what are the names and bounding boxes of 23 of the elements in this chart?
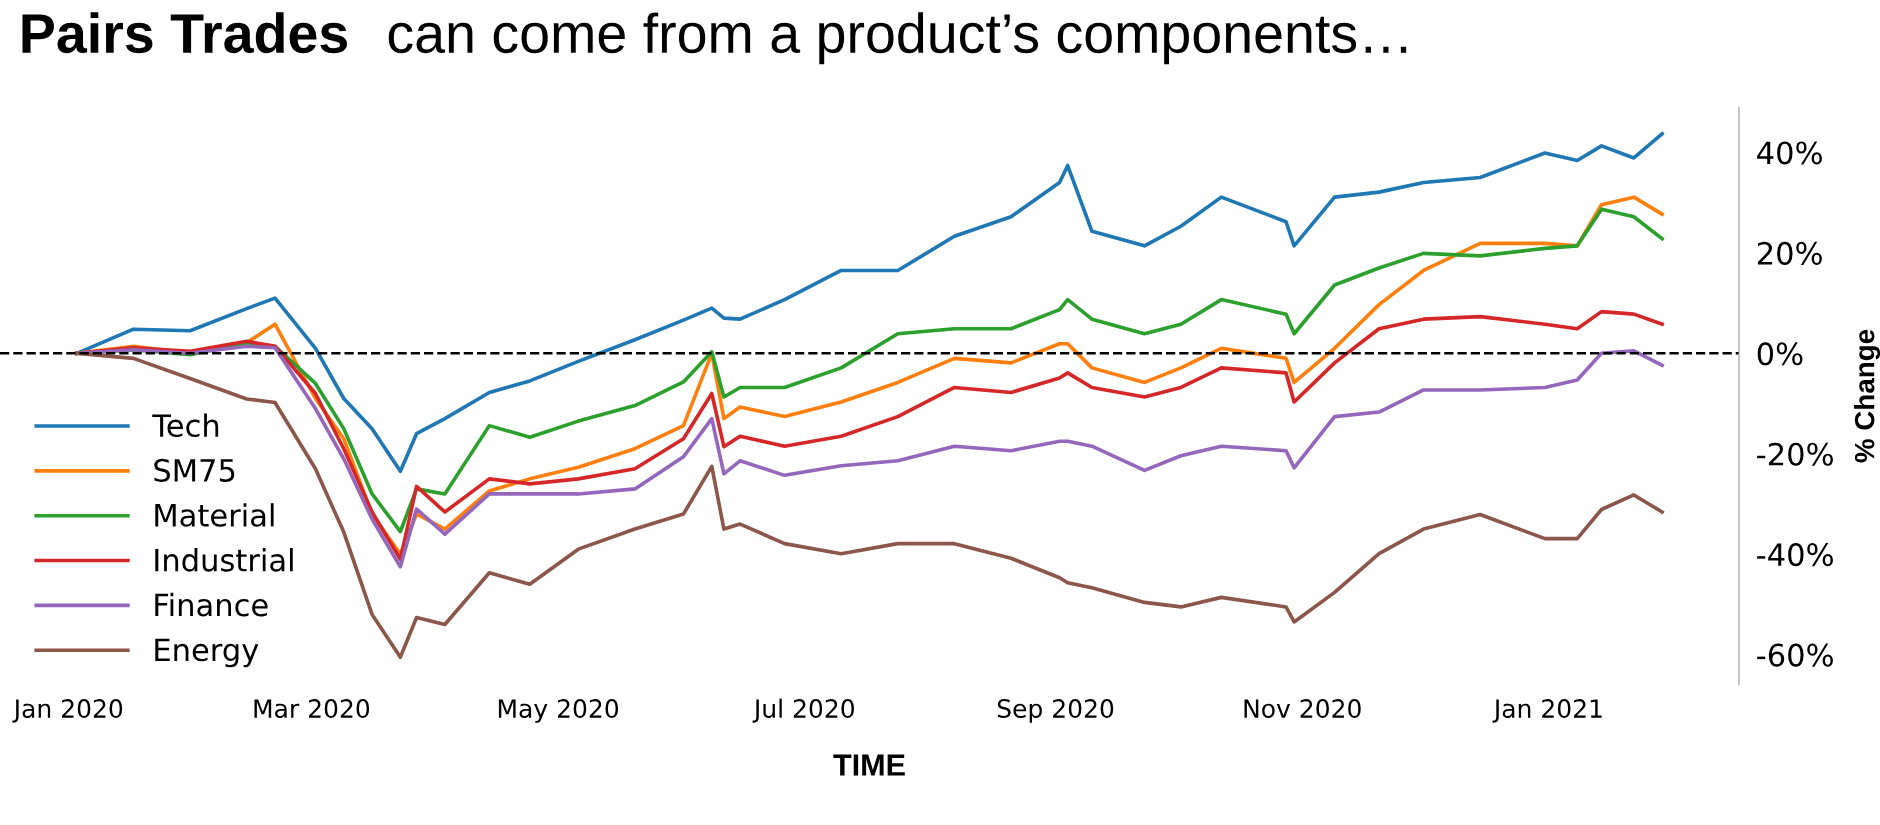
y-tick-label: 20%: [1757, 241, 1822, 265]
x-tick-label: Mar 2020: [254, 699, 370, 718]
legend-label: Energy: [155, 638, 259, 668]
y-tick-label: 0%: [1757, 342, 1803, 366]
legend-label: Finance: [155, 592, 268, 617]
x-tick-label: May 2020: [498, 699, 619, 723]
y-axis-title: % Change: [1854, 329, 1880, 463]
x-tick-label: Jul 2020: [752, 698, 854, 723]
y-tick-label: 40%: [1757, 141, 1822, 165]
legend-label: Tech: [152, 413, 219, 438]
x-tick-label: Jan 2021: [1492, 699, 1602, 723]
legend-label: SM75: [154, 458, 235, 482]
chart-subtitle: can come from a product’s components…: [388, 12, 1407, 65]
y-tick-label: -60%: [1757, 643, 1833, 667]
legend-label: Industrial: [155, 548, 293, 572]
chart-title: Pairs Trades: [22, 12, 347, 54]
x-tick-label: Sep 2020: [997, 699, 1114, 723]
y-tick-label: -40%: [1757, 543, 1833, 567]
y-tick-label: -20%: [1757, 442, 1833, 466]
x-axis-title: TIME: [833, 754, 905, 776]
x-tick-label: Jan 2020: [12, 699, 123, 723]
legend-label: Material: [155, 503, 274, 527]
x-tick-label: Nov 2020: [1244, 699, 1361, 718]
